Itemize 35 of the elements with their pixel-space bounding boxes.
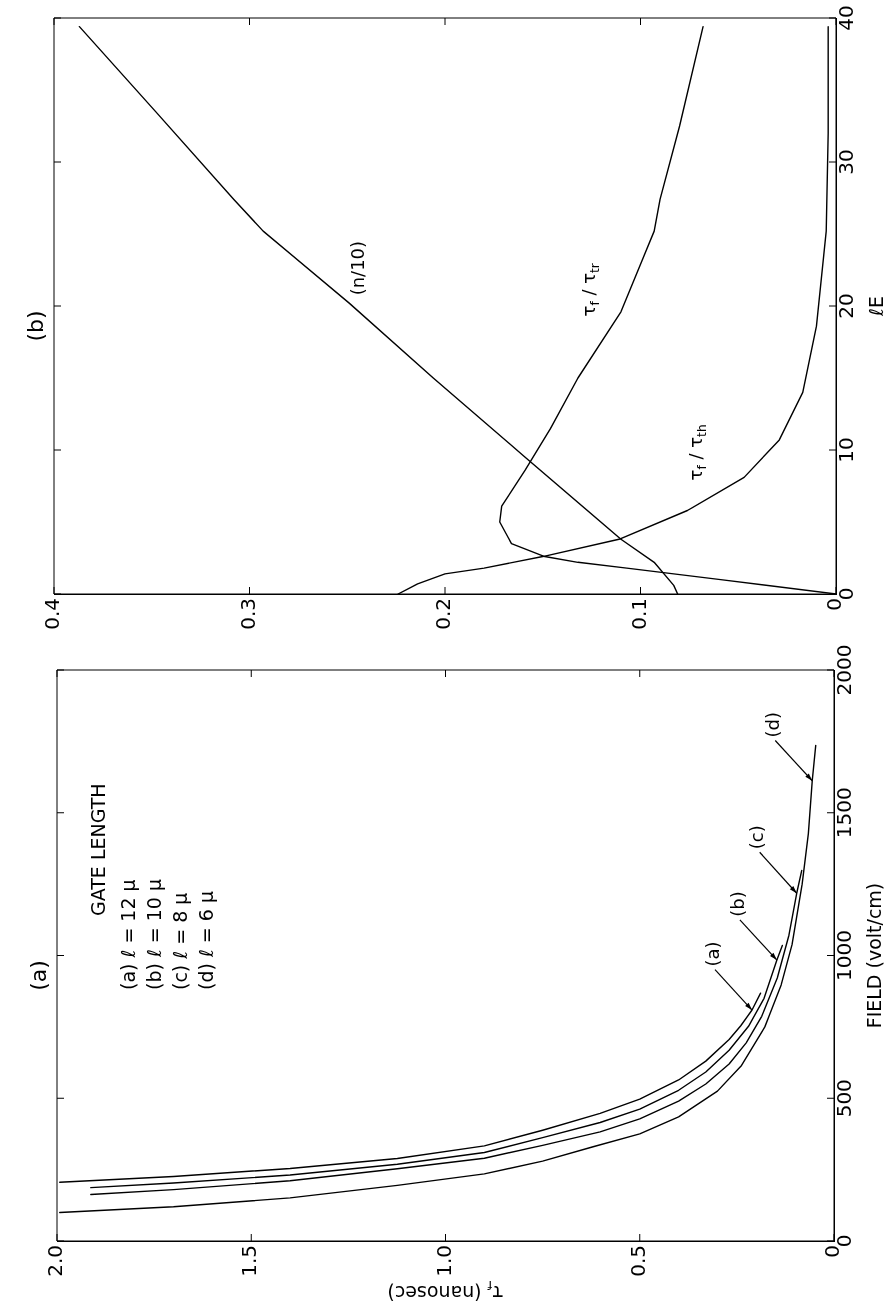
annotation: GATE LENGTH bbox=[86, 783, 109, 916]
text: (n/10) bbox=[346, 240, 368, 296]
y-tick-label: 1000 bbox=[832, 930, 857, 981]
text: τf / τth bbox=[684, 424, 710, 481]
annotation: (d) ℓ = 6 μ bbox=[194, 891, 217, 990]
text: (b) bbox=[22, 310, 48, 342]
text: (c) bbox=[746, 825, 768, 850]
x-tick-label: 1.5 bbox=[237, 1245, 262, 1277]
y-axis-title: FIELD (volt/cm) bbox=[862, 882, 885, 1029]
y-tick-label: 30 bbox=[834, 149, 859, 175]
y-tick-label: 500 bbox=[832, 1079, 857, 1118]
x-tick-label: 0.3 bbox=[235, 598, 260, 630]
y-tick-label: 10 bbox=[834, 437, 859, 463]
y-tick-label: 40 bbox=[834, 5, 859, 31]
x-tick-label: 0 bbox=[822, 598, 847, 611]
x-axis-title: τf (nanosec) bbox=[387, 1278, 504, 1304]
text: (d) bbox=[761, 712, 783, 738]
text: (b) bbox=[726, 891, 748, 917]
x-tick-label: 0.1 bbox=[626, 598, 651, 630]
text: (a) bbox=[701, 941, 723, 967]
text: τf / τtr bbox=[577, 262, 602, 317]
text: (a) bbox=[25, 960, 51, 991]
annotation: (b) ℓ = 10 μ bbox=[142, 878, 165, 990]
annotation: (a) ℓ = 12 μ bbox=[116, 879, 139, 990]
x-tick-label: 0.5 bbox=[625, 1245, 650, 1277]
y-axis-title: ℓE bbox=[864, 296, 887, 317]
x-tick-label: 1.0 bbox=[431, 1245, 456, 1277]
x-tick-label: 0.4 bbox=[40, 598, 65, 630]
x-tick-label: 0 bbox=[820, 1245, 845, 1258]
x-tick-label: 0.2 bbox=[431, 598, 456, 630]
y-tick-label: 1500 bbox=[832, 787, 857, 839]
annotation: (c) ℓ = 8 μ bbox=[168, 892, 191, 990]
y-tick-label: 2000 bbox=[832, 644, 857, 696]
x-tick-label: 2.0 bbox=[43, 1245, 68, 1277]
y-tick-label: 20 bbox=[834, 293, 859, 319]
